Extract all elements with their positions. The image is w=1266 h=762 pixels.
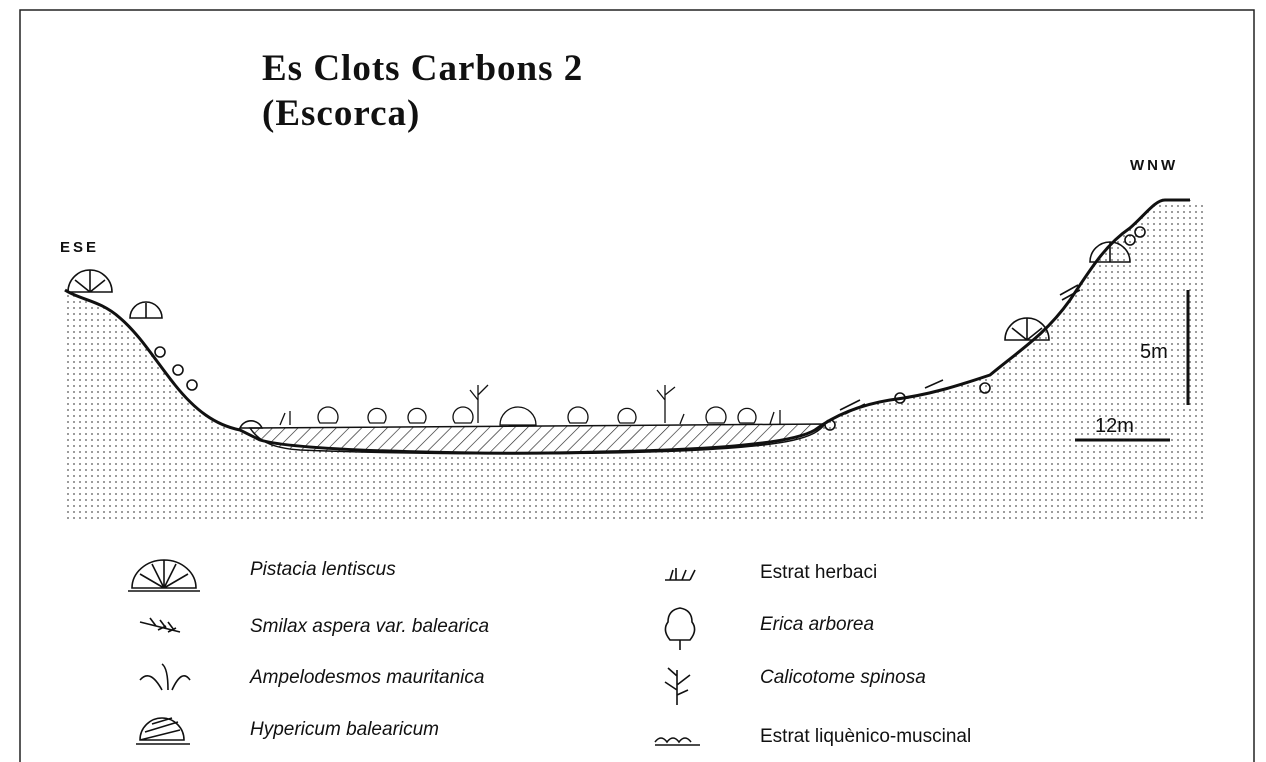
direction-label: ESE [60,239,99,256]
legend-label: Estrat liquènico-muscinal [760,726,971,747]
direction-label: WNW [1130,157,1178,174]
legend-label: Estrat herbaci [760,562,877,583]
legend-label: Erica arborea [760,614,874,635]
legend-label: Smilax aspera var. balearica [250,616,489,637]
vertical-scale-label: 5m [1140,341,1168,363]
legend-label: Hypericum balearicum [250,719,439,740]
legend-label: Ampelodesmos mauritanica [249,667,484,688]
legend-label: Calicotome spinosa [760,667,926,688]
figure: Es Clots Carbons 2 (Escorca) ESE WNW 5m … [0,0,1266,762]
horizontal-scale-label: 12m [1095,415,1134,437]
title-line: Es Clots Carbons 2 [262,48,583,89]
legend-label: Pistacia lentiscus [250,559,396,580]
title-line: (Escorca) [262,93,420,134]
